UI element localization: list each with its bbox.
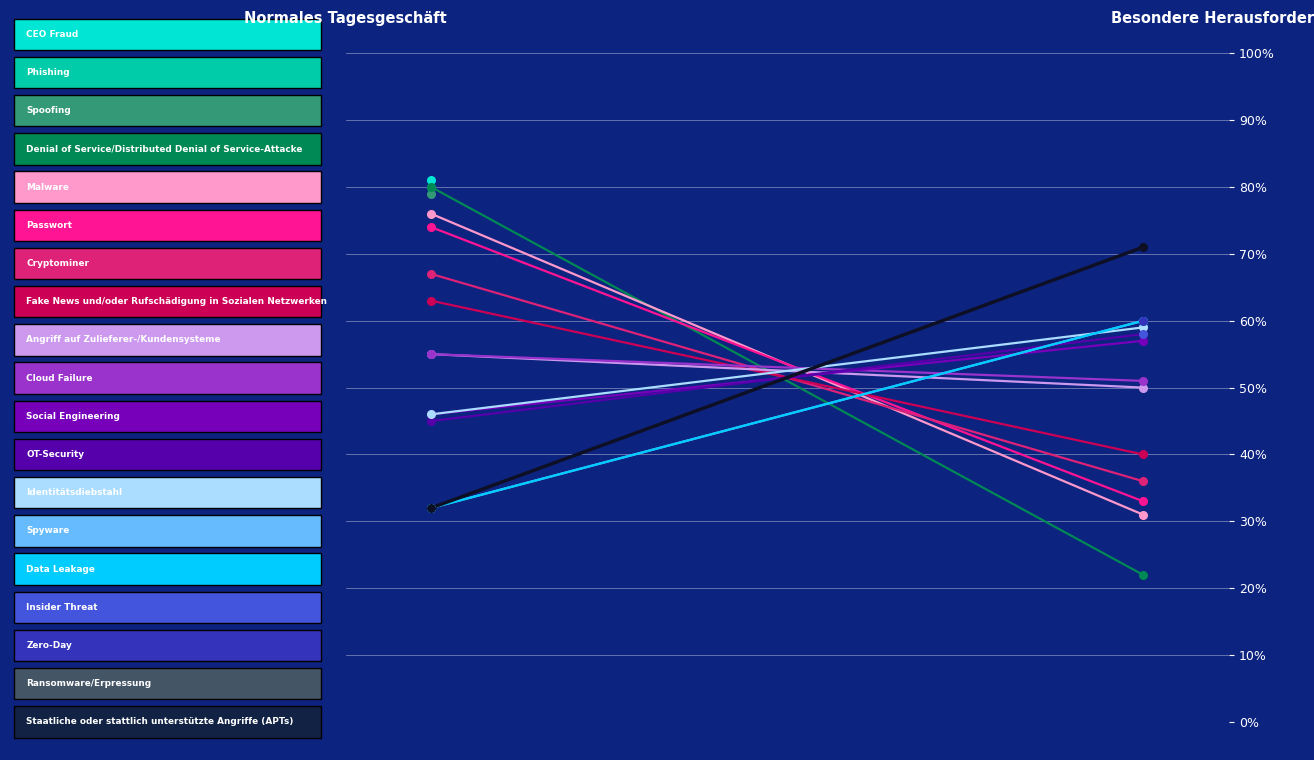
Text: Spoofing: Spoofing (26, 106, 71, 116)
Text: Identitätsdiebstahl: Identitätsdiebstahl (26, 488, 122, 497)
Text: Insider Threat: Insider Threat (26, 603, 97, 612)
FancyBboxPatch shape (13, 95, 322, 126)
FancyBboxPatch shape (13, 57, 322, 88)
Text: Cloud Failure: Cloud Failure (26, 374, 93, 382)
Text: Cryptominer: Cryptominer (26, 259, 89, 268)
Text: Phishing: Phishing (26, 68, 70, 77)
Text: Spyware: Spyware (26, 527, 70, 535)
FancyBboxPatch shape (13, 133, 322, 165)
FancyBboxPatch shape (13, 210, 322, 241)
Text: Social Engineering: Social Engineering (26, 412, 120, 421)
FancyBboxPatch shape (13, 172, 322, 203)
FancyBboxPatch shape (13, 706, 322, 737)
FancyBboxPatch shape (13, 439, 322, 470)
Text: OT-Security: OT-Security (26, 450, 84, 459)
Text: Malware: Malware (26, 182, 70, 192)
Text: Normales Tagesgeschäft: Normales Tagesgeschäft (244, 11, 447, 27)
Text: Passwort: Passwort (26, 221, 72, 230)
FancyBboxPatch shape (13, 477, 322, 508)
FancyBboxPatch shape (13, 401, 322, 432)
FancyBboxPatch shape (13, 19, 322, 50)
FancyBboxPatch shape (13, 286, 322, 318)
FancyBboxPatch shape (13, 630, 322, 661)
Text: Fake News und/oder Rufschädigung in Sozialen Netzwerken: Fake News und/oder Rufschädigung in Sozi… (26, 297, 327, 306)
Text: Zero-Day: Zero-Day (26, 641, 72, 650)
Text: Ransomware/Erpressung: Ransomware/Erpressung (26, 679, 151, 689)
FancyBboxPatch shape (13, 668, 322, 699)
FancyBboxPatch shape (13, 553, 322, 584)
FancyBboxPatch shape (13, 363, 322, 394)
Text: Besondere Herausforderung: Besondere Herausforderung (1112, 11, 1314, 27)
Text: CEO Fraud: CEO Fraud (26, 30, 79, 39)
Text: Data Leakage: Data Leakage (26, 565, 95, 574)
FancyBboxPatch shape (13, 591, 322, 623)
Text: Angriff auf Zulieferer-/Kundensysteme: Angriff auf Zulieferer-/Kundensysteme (26, 335, 221, 344)
FancyBboxPatch shape (13, 325, 322, 356)
FancyBboxPatch shape (13, 248, 322, 279)
Text: Staatliche oder stattlich unterstützte Angriffe (APTs): Staatliche oder stattlich unterstützte A… (26, 717, 293, 727)
Text: Denial of Service/Distributed Denial of Service-Attacke: Denial of Service/Distributed Denial of … (26, 144, 302, 154)
FancyBboxPatch shape (13, 515, 322, 546)
